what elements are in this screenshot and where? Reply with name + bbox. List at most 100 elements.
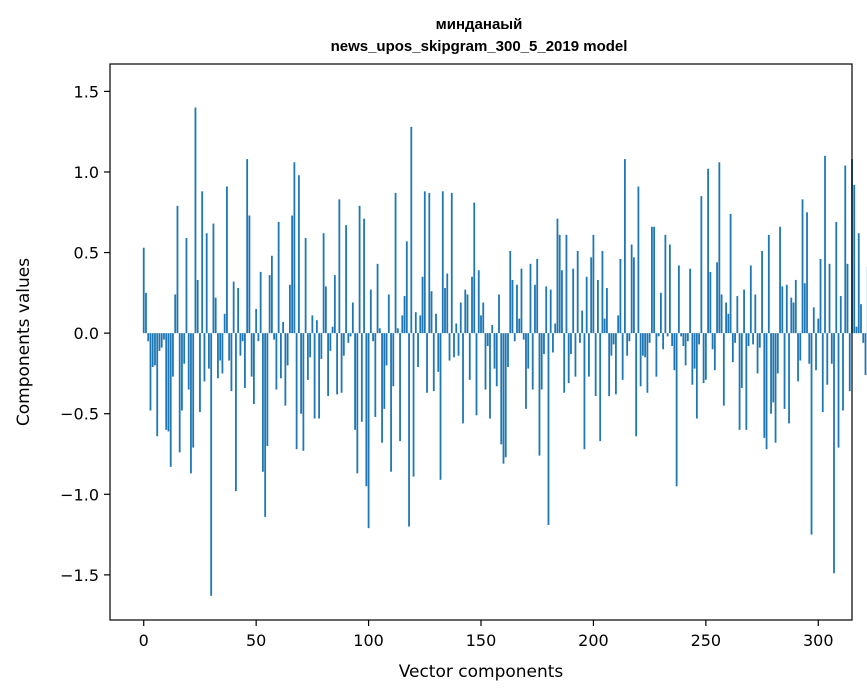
bar [313, 333, 316, 419]
bar [349, 333, 352, 337]
bar [639, 333, 642, 387]
bar [498, 294, 500, 334]
bar [304, 238, 307, 334]
bar [169, 333, 172, 467]
bar [342, 333, 345, 356]
bar [300, 333, 303, 414]
bar [641, 333, 644, 356]
bar [770, 333, 772, 414]
bar [682, 333, 685, 347]
bar [763, 333, 766, 438]
bar [286, 333, 289, 366]
bar [199, 333, 201, 413]
bar [239, 333, 242, 356]
bar [534, 284, 536, 334]
bar [630, 244, 633, 334]
bar [241, 333, 244, 342]
bar [495, 333, 498, 387]
bar [511, 279, 514, 334]
bar [336, 333, 338, 395]
bar [410, 126, 413, 334]
bar [826, 333, 829, 385]
chart-title-line-2: news_upos_skipgram_300_5_2019 model [331, 38, 628, 55]
bar [208, 333, 210, 369]
bar [266, 333, 269, 446]
bar [369, 289, 372, 334]
bar [333, 275, 336, 334]
bar [781, 286, 784, 334]
bar [749, 265, 752, 334]
bar [527, 333, 530, 369]
bar [806, 212, 808, 334]
bar [754, 294, 757, 334]
bar [365, 333, 368, 487]
bar [401, 315, 404, 334]
bar [277, 221, 280, 334]
bar [430, 291, 433, 334]
bar [833, 333, 835, 574]
bar [441, 191, 444, 334]
bar [320, 333, 323, 359]
bar [659, 292, 662, 334]
bar [181, 333, 183, 411]
bar [531, 333, 534, 390]
bar [338, 199, 341, 334]
bar [423, 191, 426, 334]
bar [259, 271, 262, 334]
bar [558, 234, 561, 334]
bar [221, 333, 224, 374]
bar [291, 215, 294, 334]
bar [846, 263, 849, 334]
bar [183, 333, 186, 364]
bar [372, 333, 374, 342]
bar [288, 284, 291, 334]
bar [700, 196, 703, 334]
bar [525, 333, 527, 409]
bar [331, 326, 334, 334]
bar [246, 159, 249, 334]
bar [853, 184, 856, 334]
bar [691, 333, 694, 385]
bar [815, 333, 817, 371]
bar [597, 279, 599, 334]
bar [306, 333, 309, 380]
bar [174, 294, 177, 334]
bar [520, 268, 523, 334]
bar [315, 320, 318, 334]
bar [282, 321, 285, 334]
bar [797, 333, 799, 382]
bar [347, 333, 350, 343]
bar [273, 333, 276, 340]
bar [394, 192, 397, 334]
bar [194, 107, 197, 334]
bar [500, 333, 503, 445]
bar [504, 333, 507, 458]
bar [446, 273, 449, 334]
bar [540, 333, 543, 390]
bar [588, 333, 590, 377]
bar [812, 307, 815, 334]
bar [203, 333, 206, 382]
bar [684, 333, 687, 366]
bar [619, 259, 622, 334]
bar [376, 263, 379, 334]
bar [844, 165, 847, 334]
bar [612, 333, 615, 345]
bar [149, 333, 152, 411]
bar [556, 218, 559, 334]
bar [275, 333, 278, 390]
bar [262, 333, 264, 472]
bar [502, 333, 505, 464]
bar [671, 333, 674, 347]
bar [574, 333, 577, 377]
bar [396, 328, 399, 334]
bar [217, 333, 219, 379]
bar [842, 333, 844, 411]
bar [698, 333, 700, 345]
bar [358, 205, 361, 334]
y-tick-label: 1.5 [74, 82, 99, 101]
bar [576, 250, 579, 334]
bar [792, 302, 795, 334]
bar [253, 333, 255, 405]
bar [250, 333, 253, 377]
